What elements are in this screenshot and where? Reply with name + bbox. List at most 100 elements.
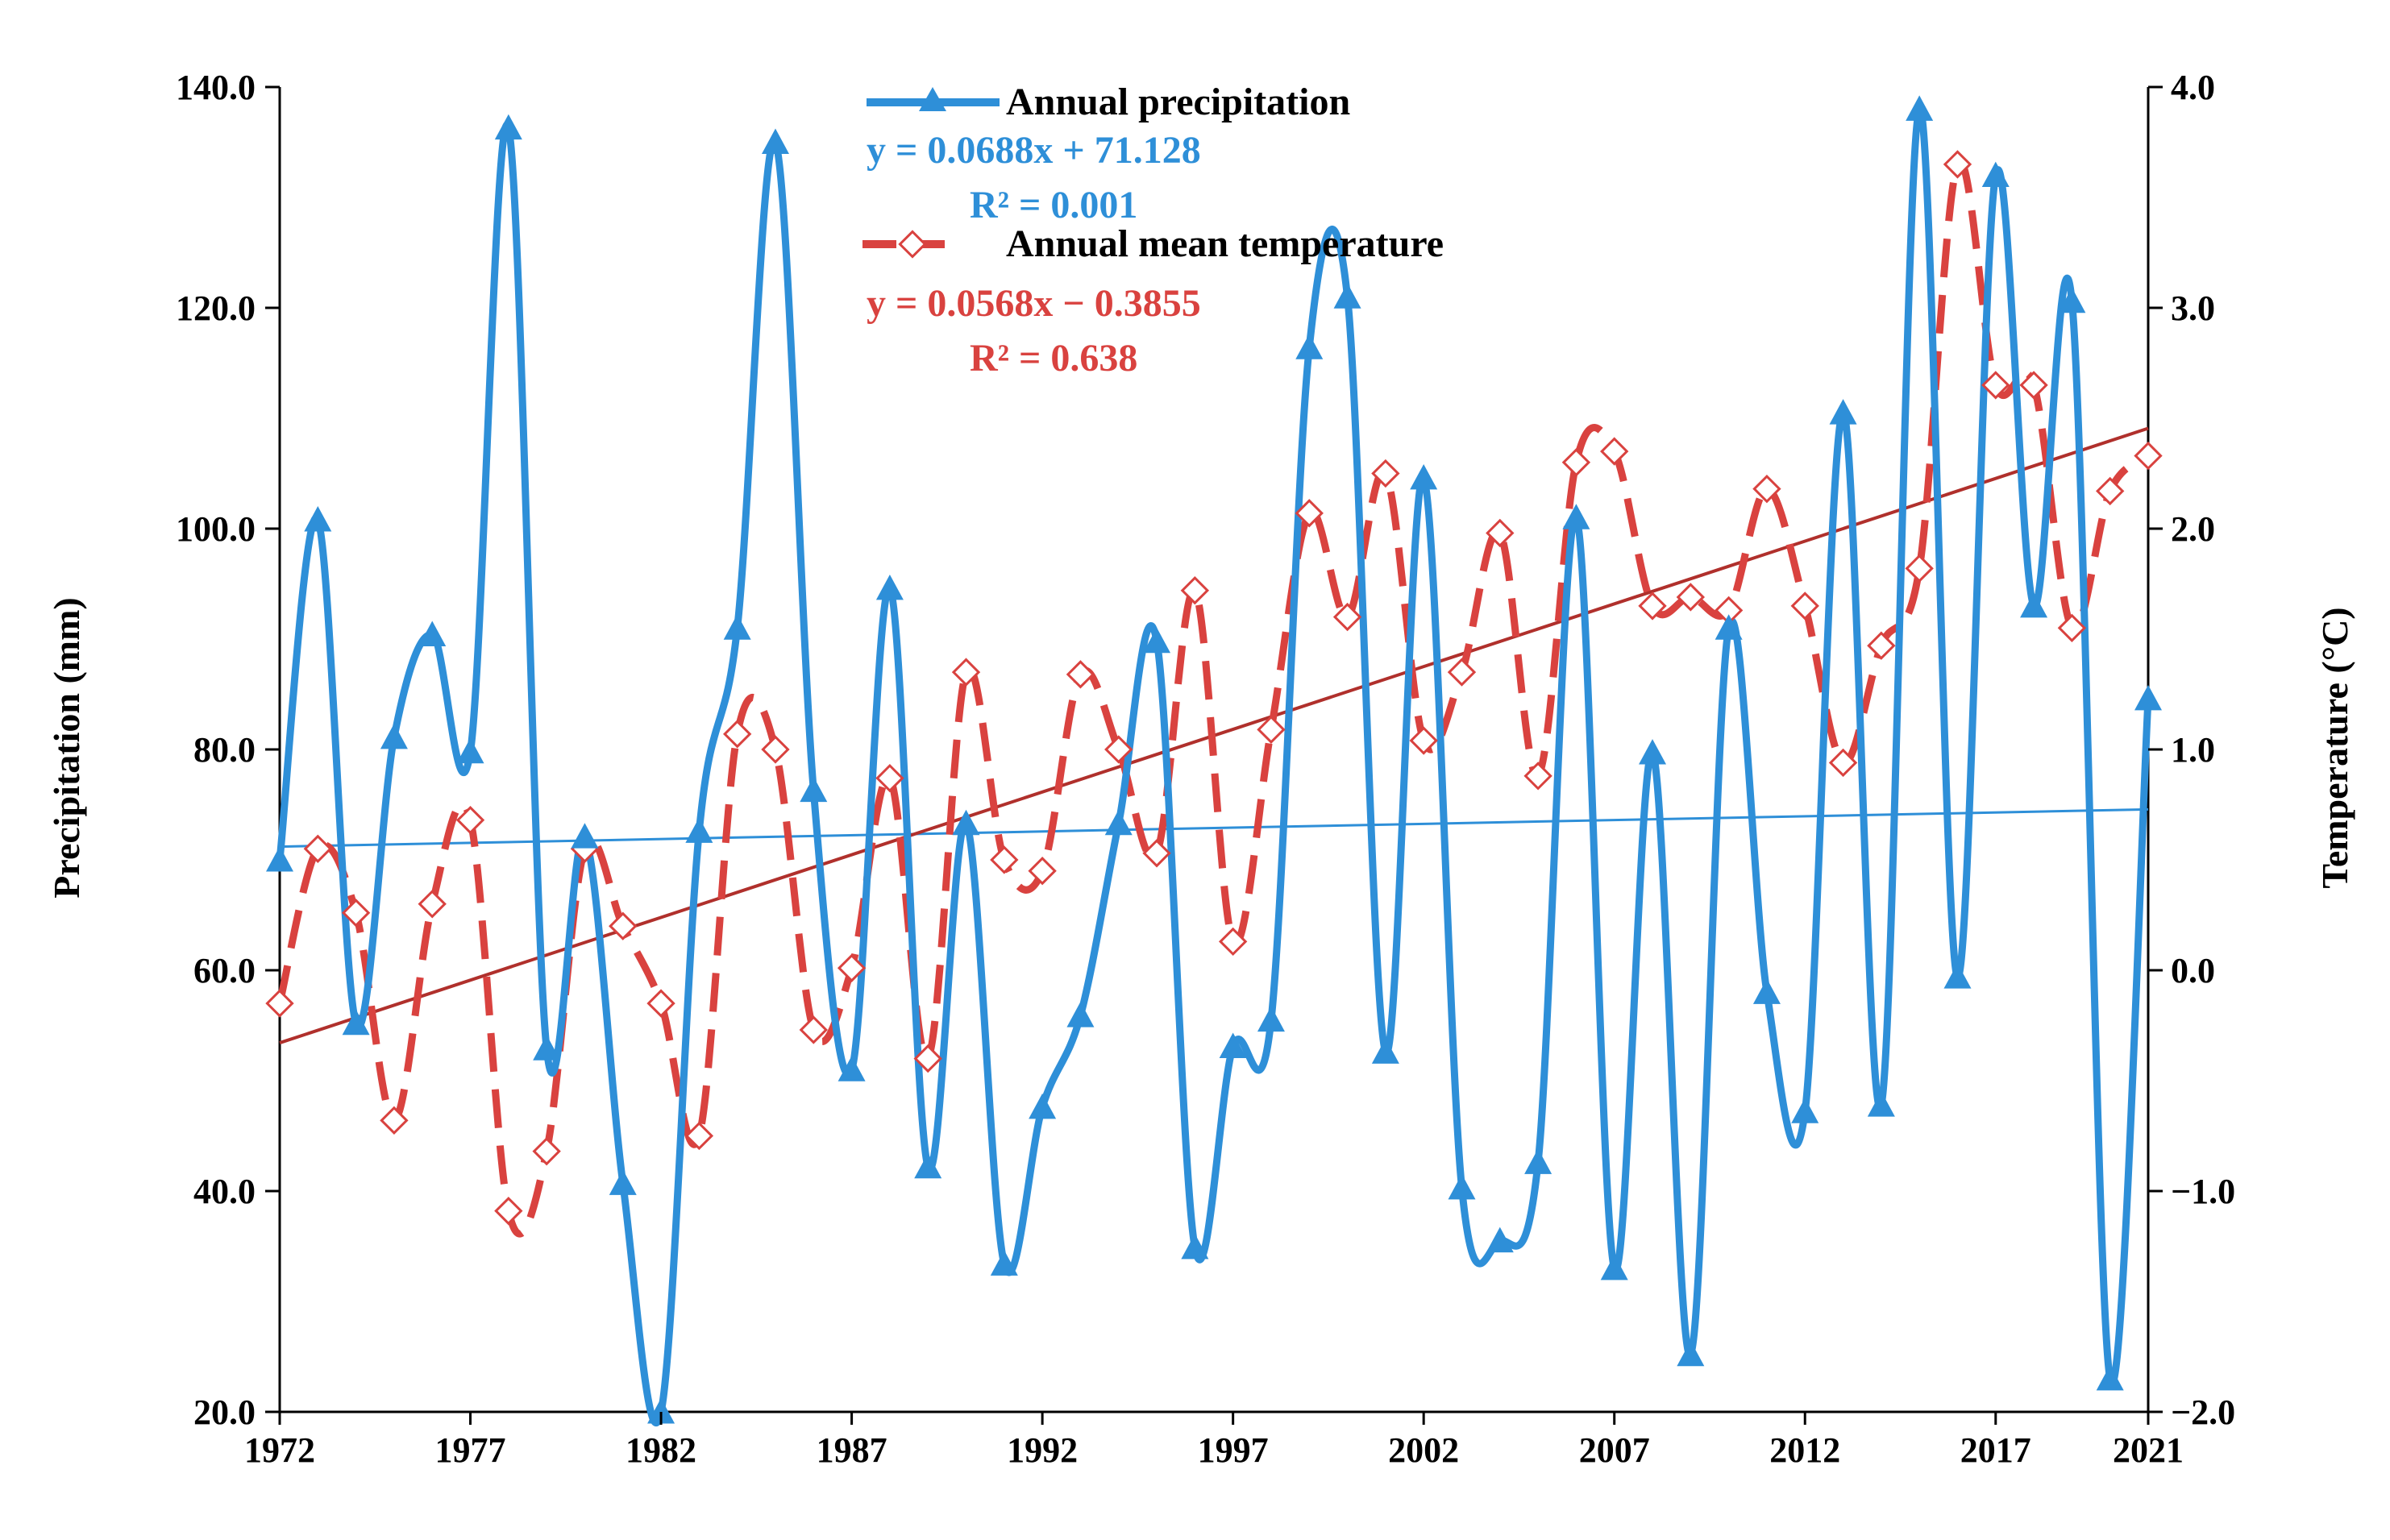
precip-point xyxy=(2096,1364,2124,1391)
temp-point xyxy=(722,720,752,749)
y-tick-label: 60.0 xyxy=(193,951,256,990)
legend-precip-marker xyxy=(919,87,946,111)
y-tick-label: 120.0 xyxy=(176,288,256,328)
x-tick-label: 1987 xyxy=(817,1430,887,1470)
precip-point xyxy=(1295,334,1324,359)
temp-point xyxy=(1257,715,1286,745)
precip-series-line xyxy=(276,105,2152,1426)
precip-point xyxy=(1867,1091,1895,1117)
x-tick-label: 2017 xyxy=(1960,1430,2031,1470)
precip-point xyxy=(1410,463,1438,490)
x-tick-label: 1982 xyxy=(626,1430,696,1470)
precip-point xyxy=(533,1035,561,1061)
legend-temp-title: Annual mean temperature xyxy=(1006,222,1444,265)
temp-point xyxy=(1638,592,1667,621)
temp-point xyxy=(1486,518,1515,548)
x-tick-label: 2002 xyxy=(1388,1430,1459,1470)
temp-point xyxy=(380,1106,409,1135)
precip-point xyxy=(1981,161,2010,188)
y2-tick-label: 0.0 xyxy=(2171,951,2215,990)
ticks-group: 20.0 40.0 60.0 80.0 100.0 120.0 140.0 −2.0 −1.0 0… xyxy=(176,68,2235,1470)
precip-point xyxy=(685,817,713,843)
precip-point xyxy=(2058,287,2086,313)
y-tick-label: 20.0 xyxy=(193,1393,256,1432)
precip-point xyxy=(2134,684,2162,711)
precip-point xyxy=(1752,978,1781,1004)
precip-point xyxy=(1943,963,1972,989)
precip-point xyxy=(1715,614,1743,640)
y-tick-label: 40.0 xyxy=(193,1172,256,1211)
temp-point xyxy=(761,735,790,764)
y-axis-title: Precipitation (mm) xyxy=(46,597,87,898)
temp-series-line xyxy=(276,157,2151,1238)
precip-point xyxy=(1524,1148,1552,1174)
temp-point xyxy=(303,834,332,863)
temp-point xyxy=(1981,371,2010,400)
precip-point xyxy=(1333,283,1361,309)
y2-tick-label: −1.0 xyxy=(2171,1172,2235,1211)
temp-point xyxy=(951,658,981,687)
legend: Annual precipitation y = 0.0688x + 71.12… xyxy=(862,81,1444,380)
precip-point xyxy=(1029,1093,1057,1119)
precip-point xyxy=(875,574,904,600)
temp-point xyxy=(1218,927,1248,957)
precip-point xyxy=(418,621,447,646)
precip-point xyxy=(952,809,980,836)
precip-point xyxy=(1562,504,1590,529)
precip-point xyxy=(1791,1098,1819,1123)
precip-point xyxy=(838,1056,866,1081)
precip-point xyxy=(380,723,408,749)
temp-point xyxy=(1561,448,1591,477)
precip-point xyxy=(1143,627,1171,654)
temp-point xyxy=(1066,660,1095,689)
temp-point xyxy=(494,1196,523,1226)
temp-trend-equation: y = 0.0568x − 0.3855 xyxy=(867,282,1201,325)
temp-point xyxy=(1371,459,1400,488)
temp-point xyxy=(532,1137,561,1166)
temp-point xyxy=(1028,857,1057,886)
precip-point xyxy=(1257,1006,1285,1032)
precip-point xyxy=(1829,399,1857,425)
y2-tick-label: 4.0 xyxy=(2171,68,2215,107)
precip-point xyxy=(1066,1002,1095,1027)
temp-point xyxy=(265,989,294,1018)
precip-point xyxy=(456,737,484,764)
x-tick-label: 1972 xyxy=(244,1430,315,1470)
temp-point xyxy=(875,763,904,793)
x-tick-label: 1992 xyxy=(1007,1430,1078,1470)
temp-point xyxy=(2134,441,2163,471)
precip-point xyxy=(571,823,599,849)
y2-tick-label: −2.0 xyxy=(2171,1393,2235,1432)
x-tick-label: 2021 xyxy=(2113,1430,2184,1470)
x-tick-label: 2007 xyxy=(1579,1430,1650,1470)
temp-point xyxy=(1409,726,1438,755)
precip-point xyxy=(609,1169,637,1195)
y2-tick-label: 3.0 xyxy=(2171,288,2215,328)
temp-point xyxy=(455,806,485,835)
y2-tick-label: 2.0 xyxy=(2171,509,2215,549)
temp-point xyxy=(1714,596,1744,625)
y-tick-label: 140.0 xyxy=(176,68,256,107)
y-tick-label: 80.0 xyxy=(193,730,256,770)
y2-tick-label: 1.0 xyxy=(2171,730,2215,770)
series-group xyxy=(265,95,2163,1426)
precip-point xyxy=(761,128,789,154)
precip-point xyxy=(1639,739,1667,765)
precip-trend-r2: R² = 0.001 xyxy=(970,184,1137,226)
precip-trend-equation: y = 0.0688x + 71.128 xyxy=(867,129,1201,172)
x-tick-label: 1977 xyxy=(435,1430,506,1470)
temp-point xyxy=(990,845,1019,874)
x-tick-label: 2012 xyxy=(1769,1430,1840,1470)
temp-point xyxy=(1867,631,1896,660)
temp-point xyxy=(1142,839,1171,868)
precip-point xyxy=(1600,1254,1628,1281)
temp-point xyxy=(646,989,675,1018)
precip-point xyxy=(1677,1340,1705,1367)
temp-point xyxy=(799,1015,828,1044)
precip-point xyxy=(990,1250,1018,1276)
precip-point xyxy=(1181,1233,1209,1260)
temp-point xyxy=(1523,762,1552,791)
temp-point xyxy=(1752,475,1781,504)
